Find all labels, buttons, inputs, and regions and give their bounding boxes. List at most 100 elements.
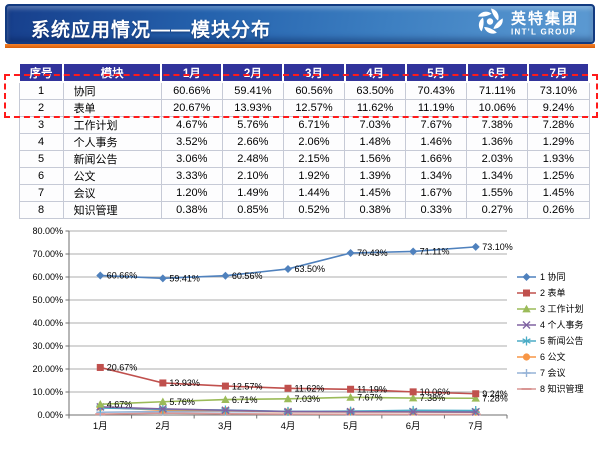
- value-cell: 1.55%: [466, 184, 529, 202]
- data-label: 10.06%: [420, 387, 451, 397]
- y-axis-label: 60.00%: [33, 272, 63, 282]
- value-cell: 12.57%: [282, 99, 346, 117]
- value-cell: 71.11%: [466, 81, 529, 100]
- legend-label: 4 个人事务: [540, 319, 584, 330]
- row-number-cell: 7: [18, 184, 64, 202]
- table-row: 2 表单 20.67% 13.93% 12.57% 11.62% 11.19% 10.06% 9…: [18, 99, 590, 117]
- data-label: 9.24%: [482, 389, 508, 399]
- x-axis-label: 7月: [468, 421, 483, 432]
- data-point-marker-square: [523, 289, 530, 297]
- marker-shape: [284, 264, 292, 273]
- value-cell: 1.56%: [344, 150, 407, 168]
- data-point-marker-square: [221, 382, 229, 390]
- y-axis-label: 30.00%: [33, 341, 63, 351]
- x-axis-label: 3月: [218, 421, 233, 432]
- data-point-marker-square: [96, 363, 104, 371]
- logo-text: 英特集团 INT'L GROUP: [511, 12, 579, 37]
- value-cell: 1.49%: [221, 184, 284, 202]
- module-usage-table: 序号 模块 1月 2月 3月 4月 5月 6月 7月 1 协同 60.66% 59.41% 60.56%…: [17, 62, 591, 219]
- x-axis-label: 5月: [343, 421, 358, 432]
- module-name-cell: 会议: [62, 184, 162, 202]
- column-header: 1月: [160, 62, 224, 83]
- column-header: 5月: [404, 62, 468, 83]
- value-cell: 2.03%: [466, 150, 529, 168]
- value-cell: 1.34%: [405, 167, 468, 185]
- value-cell: 0.85%: [221, 201, 284, 219]
- module-name-cell: 公文: [62, 167, 162, 185]
- page-title: 系统应用情况——模块分布: [31, 20, 272, 41]
- data-point-marker-diamond: [409, 247, 418, 256]
- data-label: 73.10%: [482, 242, 513, 252]
- value-cell: 1.48%: [344, 133, 407, 151]
- data-point-marker-diamond: [158, 274, 167, 283]
- data-label: 7.67%: [357, 393, 383, 403]
- data-point-marker-triangle: [346, 393, 355, 401]
- data-label: 59.41%: [169, 274, 200, 284]
- table-row: 5 新闻公告 3.06% 2.48% 2.15% 1.56% 1.66% 2.03% 1.93%: [18, 150, 590, 168]
- module-trend-chart: 0.00% 10.00% 20.00% 30.00% 40.00% 50.00% 60.00…: [33, 221, 595, 451]
- marker-shape: [472, 390, 480, 398]
- data-label: 11.62%: [295, 383, 325, 393]
- data-label: 70.43%: [357, 248, 388, 258]
- value-cell: 59.41%: [221, 81, 284, 100]
- column-header: 2月: [221, 62, 285, 83]
- value-cell: 63.50%: [344, 81, 407, 100]
- marker-shape: [346, 393, 355, 401]
- value-cell: 0.26%: [527, 201, 590, 219]
- marker-shape: [409, 388, 417, 396]
- value-cell: 7.28%: [527, 116, 590, 134]
- row-number-cell: 6: [18, 167, 64, 185]
- logo-swirl-icon: [475, 7, 505, 42]
- data-point-marker-square: [284, 384, 292, 392]
- value-cell: 0.33%: [405, 201, 468, 219]
- row-number-cell: 3: [18, 116, 64, 134]
- data-point-marker-x: [409, 407, 418, 416]
- value-cell: 1.46%: [405, 133, 468, 151]
- data-point-marker-diamond: [221, 271, 230, 280]
- value-cell: 0.52%: [282, 201, 346, 219]
- row-number-cell: 8: [18, 201, 64, 219]
- marker-shape: [221, 395, 230, 403]
- table-row: 3 工作计划 4.67% 5.76% 6.71% 7.03% 7.67% 7.38% 7.28%: [18, 116, 590, 134]
- value-cell: 5.76%: [221, 116, 284, 134]
- table-row: 1 协同 60.66% 59.41% 60.56% 63.50% 70.43% 71.11% 7…: [18, 81, 590, 100]
- value-cell: 1.45%: [527, 184, 590, 202]
- marker-shape: [158, 274, 167, 283]
- data-label: 60.56%: [232, 271, 263, 281]
- data-point-marker-square: [409, 388, 417, 396]
- data-point-marker-x: [284, 407, 292, 416]
- data-label: 6.71%: [232, 395, 258, 405]
- data-label: 7.03%: [295, 394, 321, 404]
- row-number-cell: 5: [18, 150, 64, 168]
- marker-shape: [347, 385, 355, 393]
- data-label: 7.38%: [420, 393, 446, 403]
- column-header: 7月: [526, 62, 591, 83]
- data-point-marker-square: [472, 390, 480, 398]
- marker-shape: [409, 407, 418, 416]
- y-axis-label: 40.00%: [33, 318, 63, 328]
- value-cell: 6.71%: [282, 116, 346, 134]
- logo-text-cn: 英特集团: [510, 10, 579, 28]
- data-point-marker-diamond: [471, 242, 480, 251]
- x-axis-label: 6月: [406, 421, 421, 432]
- column-header: 6月: [465, 62, 529, 83]
- legend-label: 6 公文: [540, 351, 566, 362]
- marker-shape: [522, 336, 531, 346]
- data-label: 12.57%: [232, 381, 263, 391]
- data-point-marker-x: [346, 407, 355, 416]
- value-cell: 13.93%: [221, 99, 284, 117]
- value-cell: 1.92%: [282, 167, 346, 185]
- marker-shape: [471, 408, 480, 417]
- legend-label: 1 协同: [540, 271, 566, 282]
- row-number-cell: 2: [18, 99, 64, 117]
- marker-shape: [471, 242, 480, 251]
- data-point-marker-x: [158, 404, 167, 413]
- data-label: 7.28%: [482, 393, 508, 403]
- marker-shape: [96, 271, 105, 280]
- marker-shape: [158, 397, 168, 406]
- value-cell: 1.39%: [344, 167, 407, 185]
- data-label: 71.11%: [420, 247, 450, 257]
- marker-shape: [284, 384, 292, 392]
- value-cell: 70.43%: [405, 81, 468, 100]
- header-bar: 系统应用情况——模块分布 英特集团 INT'L GROUP: [5, 4, 595, 44]
